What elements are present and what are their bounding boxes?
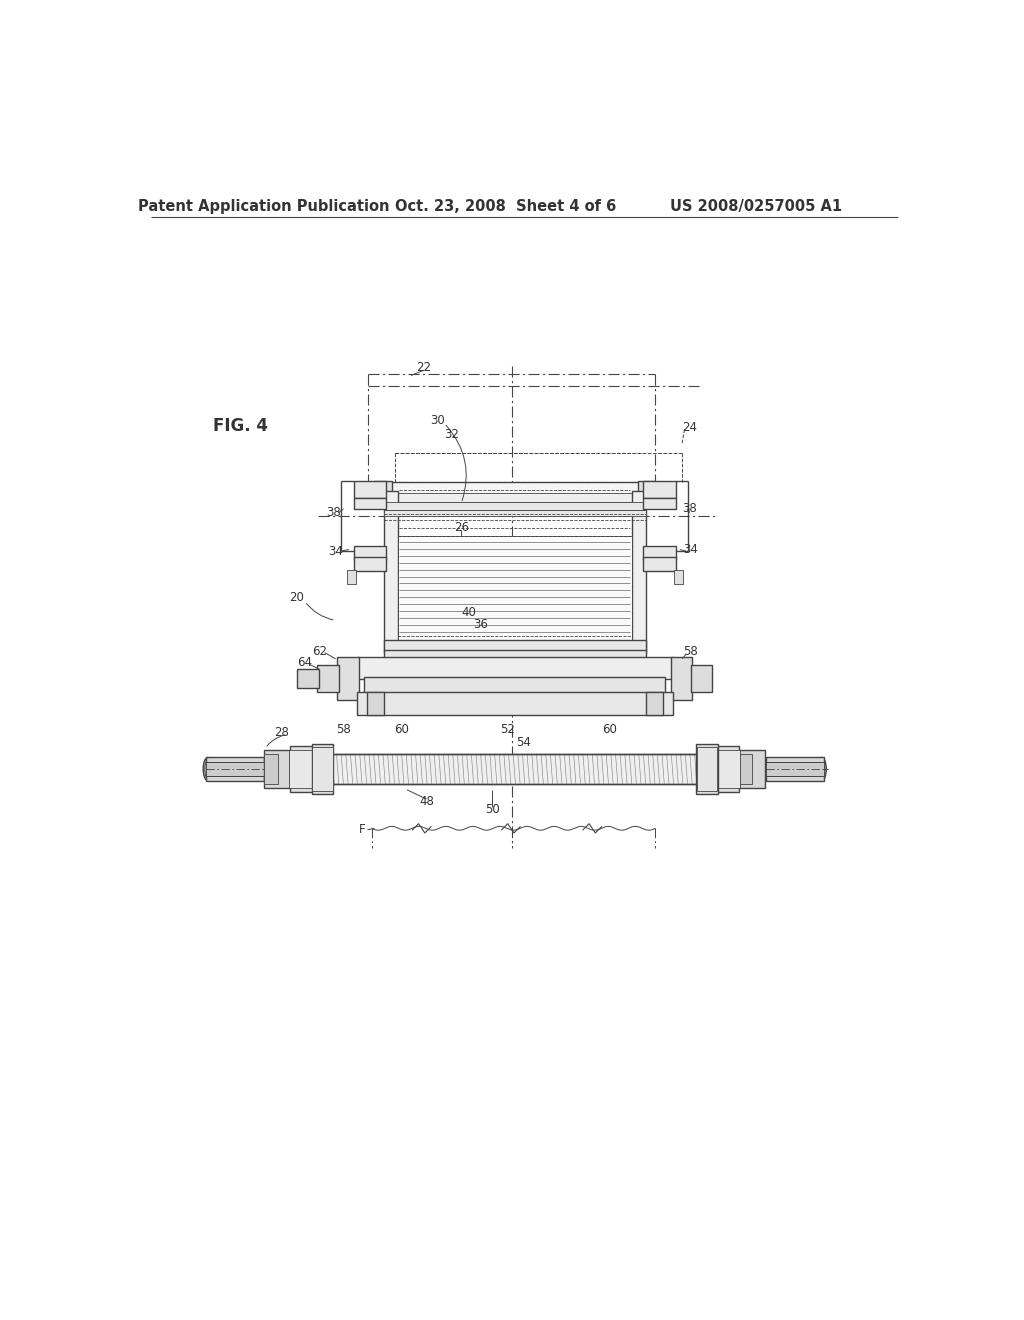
- Bar: [643, 545, 676, 560]
- Bar: [384, 640, 646, 651]
- Text: 64: 64: [297, 656, 312, 669]
- Text: F: F: [358, 824, 366, 837]
- Bar: [738, 754, 752, 784]
- Bar: [367, 692, 384, 715]
- Text: 22: 22: [417, 360, 431, 374]
- Bar: [312, 747, 333, 791]
- Text: Oct. 23, 2008  Sheet 4 of 6: Oct. 23, 2008 Sheet 4 of 6: [395, 198, 616, 214]
- Bar: [643, 498, 676, 508]
- Bar: [290, 754, 739, 784]
- Bar: [353, 557, 386, 572]
- Bar: [353, 545, 386, 560]
- Text: 48: 48: [419, 795, 434, 808]
- Ellipse shape: [205, 760, 211, 779]
- Text: 40: 40: [462, 606, 476, 619]
- Bar: [356, 692, 673, 715]
- Text: FIG. 4: FIG. 4: [213, 417, 268, 436]
- Text: 52: 52: [501, 723, 515, 737]
- Text: 38: 38: [326, 506, 341, 519]
- Text: 54: 54: [516, 735, 530, 748]
- Bar: [671, 657, 692, 700]
- Bar: [206, 762, 263, 776]
- Bar: [311, 743, 334, 795]
- Ellipse shape: [817, 758, 826, 780]
- Text: 34: 34: [683, 543, 698, 556]
- Text: 36: 36: [473, 618, 488, 631]
- Text: 60: 60: [394, 723, 409, 737]
- Text: 28: 28: [274, 726, 289, 739]
- Bar: [375, 492, 653, 502]
- Bar: [643, 557, 676, 572]
- Text: 34: 34: [329, 545, 343, 557]
- Bar: [766, 762, 824, 776]
- Bar: [375, 480, 391, 504]
- Ellipse shape: [203, 758, 212, 780]
- Bar: [206, 758, 263, 780]
- Bar: [353, 480, 386, 498]
- Text: 20: 20: [290, 591, 304, 603]
- Bar: [397, 536, 632, 636]
- Bar: [716, 750, 740, 788]
- Ellipse shape: [818, 760, 824, 779]
- Text: 58: 58: [336, 723, 351, 737]
- Bar: [397, 536, 632, 640]
- Bar: [696, 743, 718, 795]
- Bar: [632, 491, 646, 653]
- Bar: [766, 758, 824, 780]
- Bar: [638, 480, 655, 504]
- Bar: [384, 649, 646, 659]
- Bar: [716, 746, 739, 792]
- Text: Patent Application Publication: Patent Application Publication: [138, 198, 389, 214]
- Bar: [289, 750, 314, 788]
- Bar: [690, 665, 713, 692]
- Bar: [674, 570, 683, 585]
- Bar: [697, 747, 717, 791]
- Bar: [384, 491, 397, 653]
- Bar: [317, 665, 339, 692]
- Text: 58: 58: [683, 644, 698, 657]
- Bar: [346, 570, 356, 585]
- Text: 50: 50: [485, 803, 500, 816]
- Text: 38: 38: [683, 502, 697, 515]
- Text: US 2008/0257005 A1: US 2008/0257005 A1: [670, 198, 842, 214]
- Bar: [384, 510, 646, 516]
- Text: 32: 32: [444, 428, 460, 441]
- Bar: [384, 502, 646, 510]
- Bar: [356, 657, 673, 678]
- Bar: [643, 480, 676, 498]
- Bar: [263, 754, 278, 784]
- Bar: [365, 677, 665, 693]
- Bar: [738, 750, 765, 788]
- Bar: [263, 750, 291, 788]
- Text: 62: 62: [312, 644, 327, 657]
- Bar: [353, 498, 386, 508]
- Text: 24: 24: [682, 421, 697, 434]
- Bar: [382, 482, 646, 496]
- Text: 26: 26: [454, 520, 469, 533]
- Bar: [646, 692, 663, 715]
- Bar: [297, 669, 318, 688]
- Text: 60: 60: [602, 723, 617, 737]
- Bar: [337, 657, 359, 700]
- Text: 30: 30: [431, 413, 445, 426]
- Bar: [290, 746, 313, 792]
